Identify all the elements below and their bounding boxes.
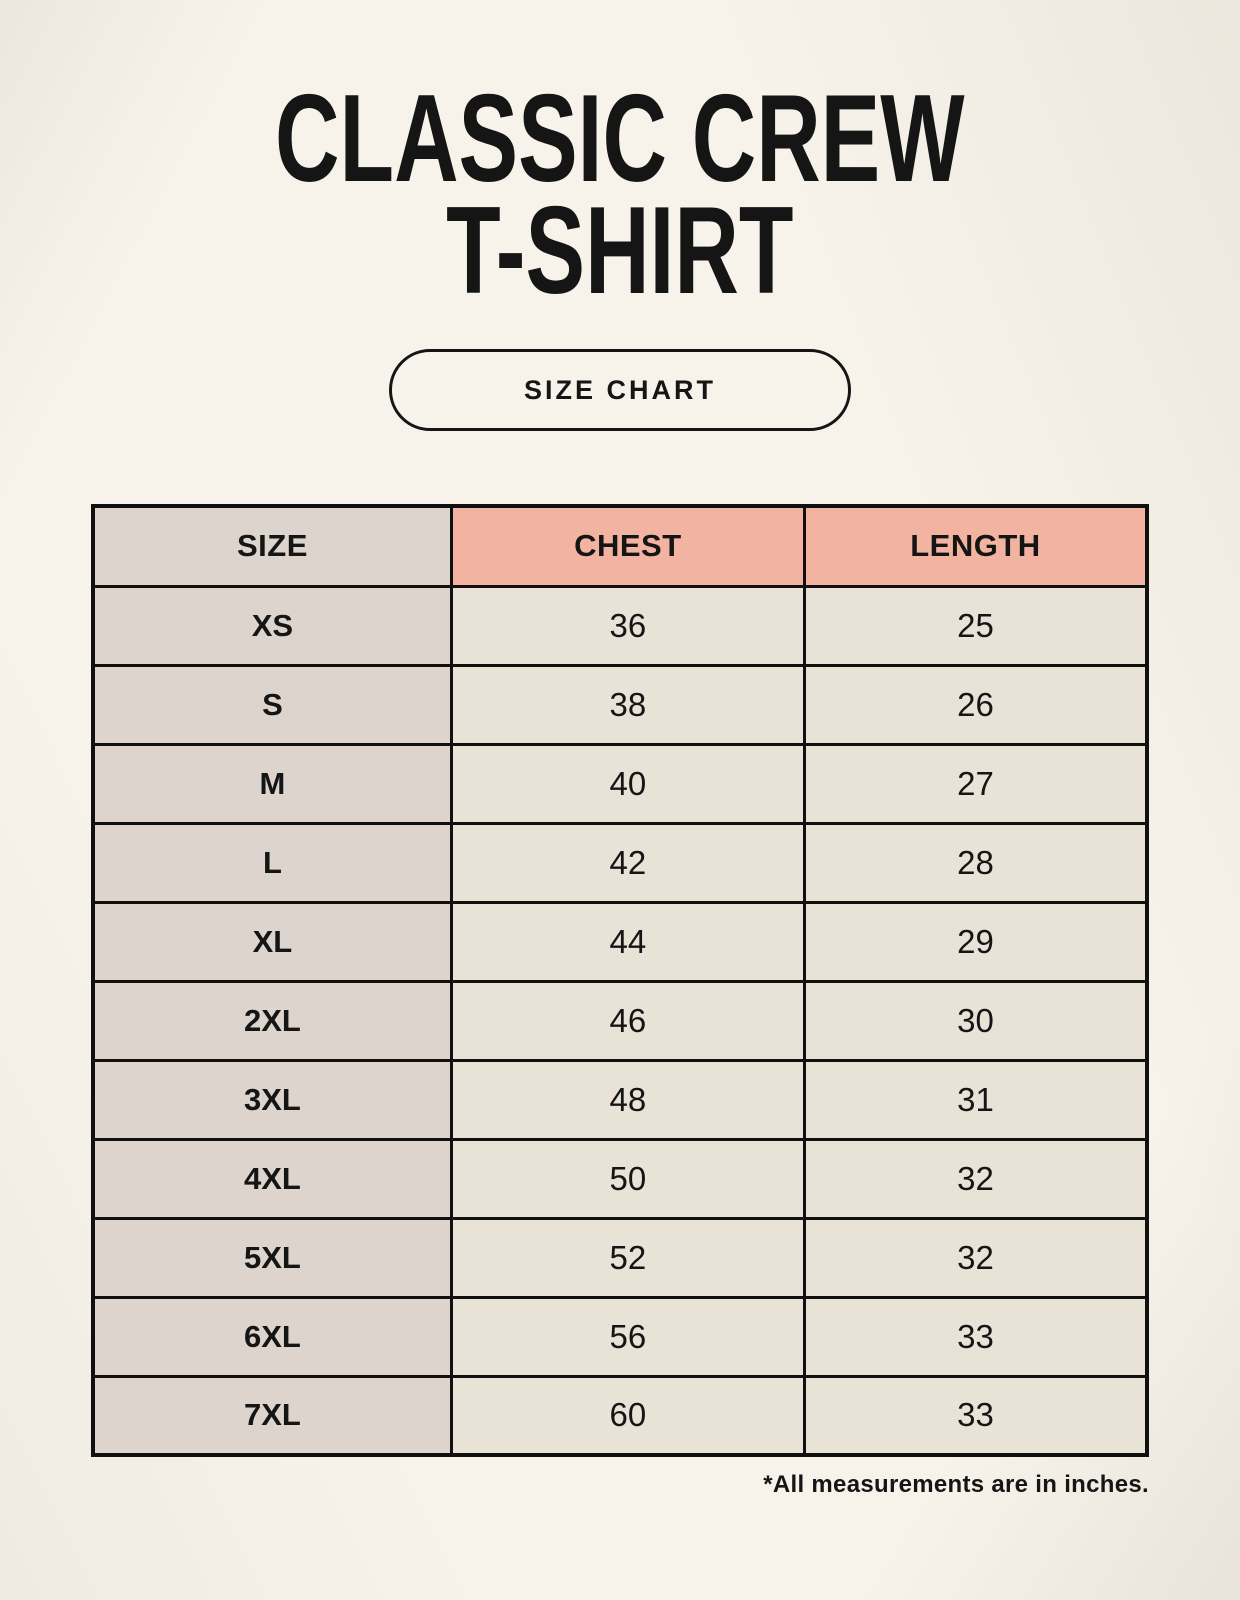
size-cell: XL: [91, 900, 453, 983]
length-cell: 33: [802, 1295, 1149, 1378]
length-cell: 26: [802, 663, 1149, 746]
size-cell: 6XL: [91, 1295, 453, 1378]
size-table-header: SIZE CHEST LENGTH: [91, 504, 1149, 588]
length-cell: 31: [802, 1058, 1149, 1141]
table-row: M 40 27: [91, 742, 1149, 825]
length-cell: 32: [802, 1137, 1149, 1220]
table-row: S 38 26: [91, 663, 1149, 746]
table-row: 7XL 60 33: [91, 1374, 1149, 1457]
size-table: SIZE CHEST LENGTH XS 36 25 S 38 26 M 40 27 L 42 28 X…: [91, 504, 1149, 1458]
length-cell: 25: [802, 584, 1149, 667]
page-title-line2: T-SHIRT: [446, 181, 794, 320]
table-row: 2XL 46 30: [91, 979, 1149, 1062]
measurement-footnote: *All measurements are in inches.: [763, 1471, 1149, 1499]
size-cell: L: [91, 821, 453, 904]
size-chart-button[interactable]: SIZE CHART: [389, 349, 851, 432]
size-cell: 7XL: [91, 1374, 453, 1457]
chest-cell: 46: [449, 979, 806, 1062]
table-row: XS 36 25: [91, 584, 1149, 667]
size-cell: S: [91, 663, 453, 746]
table-row: 4XL 50 32: [91, 1137, 1149, 1220]
size-cell: M: [91, 742, 453, 825]
size-table-container: SIZE CHEST LENGTH XS 36 25 S 38 26 M 40 27 L 42 28 X…: [91, 504, 1149, 1499]
length-cell: 32: [802, 1216, 1149, 1299]
size-cell: 2XL: [91, 979, 453, 1062]
chest-cell: 50: [449, 1137, 806, 1220]
chest-cell: 40: [449, 742, 806, 825]
header-row: SIZE CHEST LENGTH: [91, 504, 1149, 588]
column-header-length: LENGTH: [802, 504, 1149, 588]
chest-cell: 48: [449, 1058, 806, 1141]
size-cell: 5XL: [91, 1216, 453, 1299]
length-cell: 29: [802, 900, 1149, 983]
table-row: 6XL 56 33: [91, 1295, 1149, 1378]
table-row: L 42 28: [91, 821, 1149, 904]
chest-cell: 44: [449, 900, 806, 983]
table-row: 3XL 48 31: [91, 1058, 1149, 1141]
length-cell: 27: [802, 742, 1149, 825]
table-row: 5XL 52 32: [91, 1216, 1149, 1299]
size-cell: 4XL: [91, 1137, 453, 1220]
size-table-body: XS 36 25 S 38 26 M 40 27 L 42 28 XL 44 29 2XL 46 30 3XL 48 3…: [91, 584, 1149, 1457]
chest-cell: 60: [449, 1374, 806, 1457]
length-cell: 28: [802, 821, 1149, 904]
column-header-size: SIZE: [91, 504, 453, 588]
size-cell: XS: [91, 584, 453, 667]
chest-cell: 36: [449, 584, 806, 667]
size-cell: 3XL: [91, 1058, 453, 1141]
length-cell: 30: [802, 979, 1149, 1062]
page-title: CLASSIC CREW T-SHIRT: [275, 77, 964, 313]
page-title-line1: CLASSIC CREW: [275, 70, 965, 208]
length-cell: 33: [802, 1374, 1149, 1457]
chest-cell: 42: [449, 821, 806, 904]
table-row: XL 44 29: [91, 900, 1149, 983]
chest-cell: 52: [449, 1216, 806, 1299]
column-header-chest: CHEST: [449, 504, 806, 588]
chest-cell: 56: [449, 1295, 806, 1378]
chest-cell: 38: [449, 663, 806, 746]
